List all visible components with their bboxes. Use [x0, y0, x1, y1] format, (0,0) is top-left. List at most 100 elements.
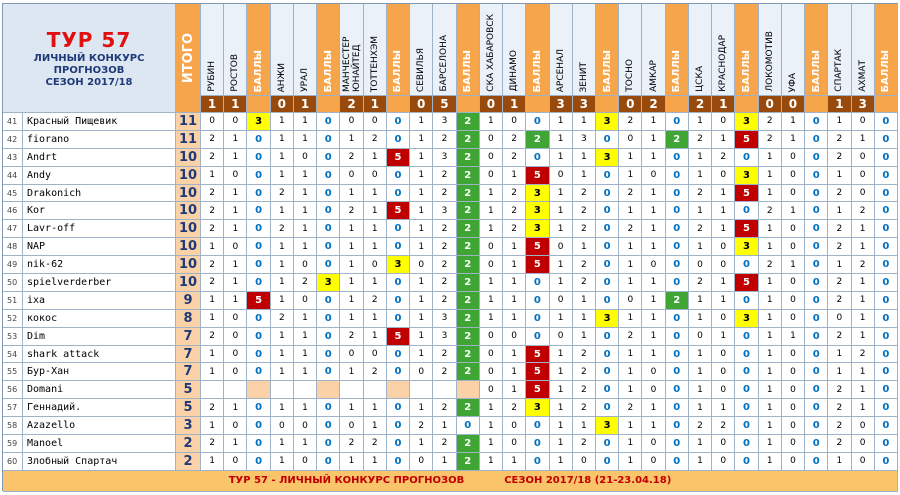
points: 0 — [317, 363, 341, 382]
prediction: 0 — [503, 435, 527, 453]
points: 0 — [247, 452, 271, 471]
prediction: 1 — [224, 435, 248, 453]
prediction: 1 — [851, 291, 875, 310]
player-name: fiorano — [23, 130, 176, 149]
prediction: 1 — [572, 166, 596, 185]
total-header: ИТОГО — [176, 4, 201, 113]
points: 0 — [526, 417, 550, 436]
prediction: 2 — [758, 130, 782, 149]
score: 1 — [503, 96, 527, 113]
total: 10 — [176, 184, 201, 203]
prediction: 0 — [642, 435, 666, 453]
prediction: 2 — [503, 399, 527, 418]
prediction: 1 — [781, 113, 806, 131]
points: 0 — [665, 345, 689, 364]
prediction — [201, 381, 225, 400]
prediction: 2 — [572, 184, 596, 203]
player-name: NAP — [23, 238, 176, 257]
prediction: 2 — [712, 148, 736, 167]
points: 0 — [665, 220, 689, 239]
points: 3 — [526, 220, 550, 239]
points: 0 — [665, 184, 689, 203]
prediction: 2 — [828, 417, 852, 436]
prediction: 1 — [340, 363, 364, 382]
prediction: 1 — [642, 238, 666, 257]
prediction: 1 — [619, 166, 643, 185]
points: 3 — [317, 274, 341, 292]
points: 5 — [386, 327, 411, 346]
team-header: РУБИН — [201, 4, 225, 96]
prediction: 1 — [224, 130, 248, 149]
prediction: 2 — [433, 399, 457, 418]
points: 3 — [526, 184, 550, 203]
prediction: 1 — [340, 238, 364, 257]
prediction: 2 — [572, 435, 596, 453]
prediction: 1 — [549, 202, 573, 221]
prediction — [224, 381, 248, 400]
prediction: 2 — [503, 130, 527, 149]
prediction: 1 — [688, 166, 713, 185]
prediction: 2 — [363, 363, 387, 382]
points: 0 — [874, 435, 898, 453]
prediction — [293, 381, 318, 400]
points: 0 — [247, 345, 271, 364]
points: 0 — [874, 148, 898, 167]
points: 0 — [526, 148, 550, 167]
score: 1 — [712, 96, 736, 113]
points-label: БАЛЛЫ — [740, 49, 752, 92]
points: 0 — [735, 435, 759, 453]
prediction: 2 — [363, 291, 387, 310]
prediction: 2 — [201, 327, 225, 346]
points: 0 — [317, 148, 341, 167]
points-label: БАЛЛЫ — [601, 49, 613, 92]
points: 0 — [805, 345, 829, 364]
points: 0 — [317, 184, 341, 203]
team-name: ТОСНО — [625, 59, 636, 92]
total: 10 — [176, 166, 201, 185]
prediction: 2 — [851, 345, 875, 364]
prediction: 2 — [503, 184, 527, 203]
points-header: БАЛЛЫ — [386, 4, 411, 96]
points: 0 — [386, 291, 411, 310]
prediction: 1 — [363, 452, 387, 471]
prediction: 2 — [828, 327, 852, 346]
prediction: 1 — [363, 417, 387, 436]
prediction: 1 — [572, 309, 596, 328]
points: 0 — [805, 381, 829, 400]
prediction: 1 — [642, 148, 666, 167]
prediction: 1 — [479, 274, 504, 292]
prediction: 2 — [340, 202, 364, 221]
team-name: ДИНАМО — [509, 50, 520, 92]
prediction: 1 — [224, 256, 248, 275]
points: 0 — [735, 345, 759, 364]
prediction: 2 — [503, 220, 527, 239]
prediction: 1 — [201, 309, 225, 328]
prediction: 1 — [758, 381, 782, 400]
points: 0 — [874, 220, 898, 239]
score: 2 — [340, 96, 364, 113]
prediction: 1 — [340, 184, 364, 203]
prediction: 0 — [503, 113, 527, 131]
prediction: 0 — [549, 166, 573, 185]
total: 2 — [176, 452, 201, 471]
prediction: 1 — [340, 220, 364, 239]
score-spacer — [456, 96, 480, 113]
prediction: 1 — [340, 452, 364, 471]
prediction: 2 — [433, 435, 457, 453]
prediction: 0 — [410, 363, 434, 382]
points: 0 — [317, 113, 341, 131]
prediction: 1 — [340, 309, 364, 328]
prediction: 1 — [410, 220, 434, 239]
prediction: 0 — [224, 166, 248, 185]
prediction: 1 — [201, 166, 225, 185]
prediction: 2 — [293, 274, 318, 292]
prediction: 1 — [851, 363, 875, 382]
points-label: БАЛЛЫ — [880, 49, 892, 92]
prediction: 1 — [758, 399, 782, 418]
prediction: 1 — [619, 256, 643, 275]
points: 0 — [386, 417, 411, 436]
prediction: 1 — [781, 327, 806, 346]
prediction: 2 — [433, 363, 457, 382]
prediction: 3 — [433, 113, 457, 131]
prediction: 2 — [572, 274, 596, 292]
